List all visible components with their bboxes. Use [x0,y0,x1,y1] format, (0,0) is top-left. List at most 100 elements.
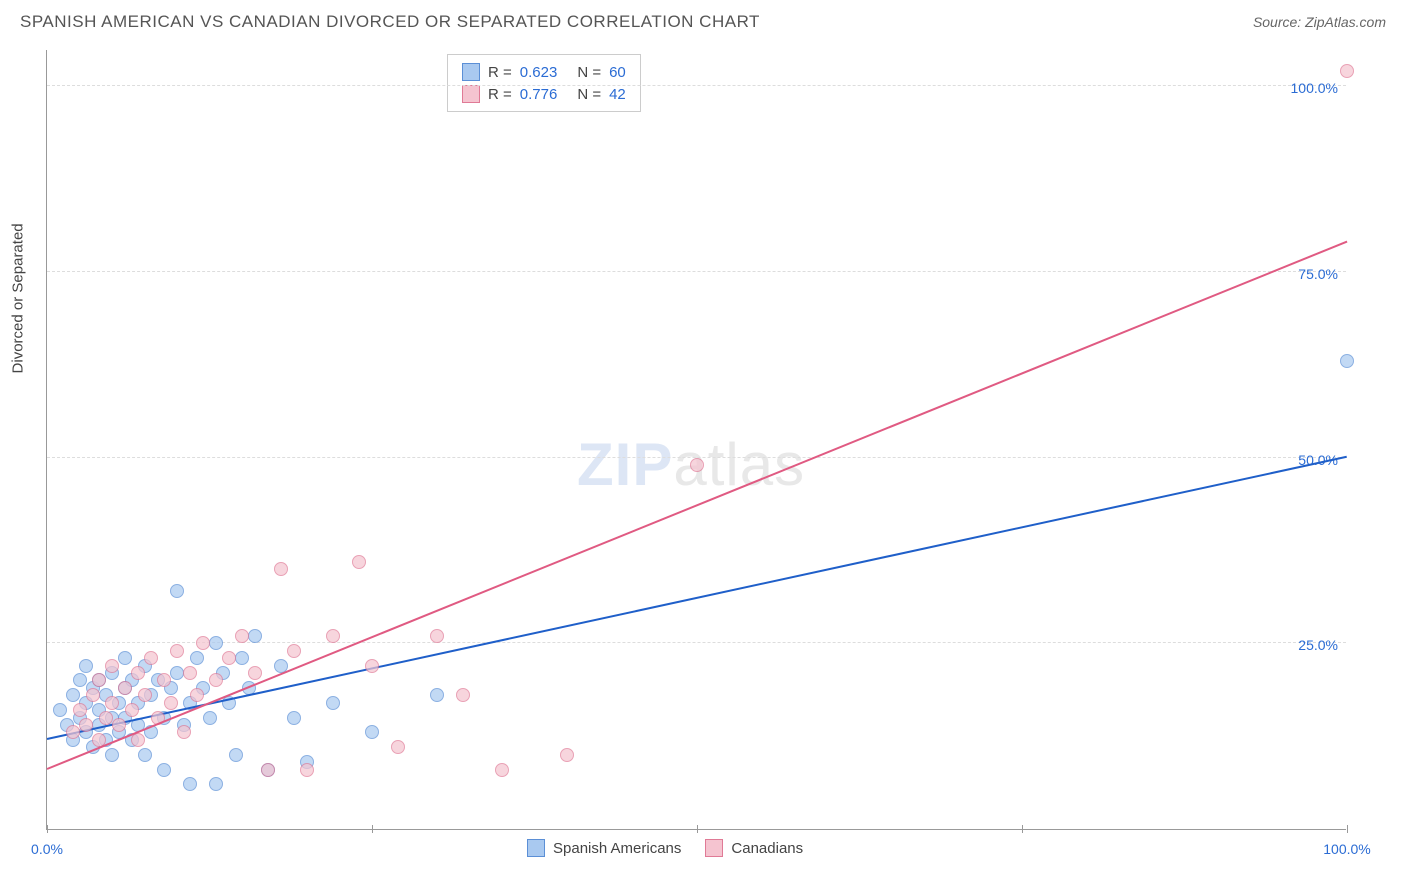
legend-series-item: Canadians [705,839,803,857]
scatter-point [456,688,470,702]
scatter-point [183,777,197,791]
scatter-point [138,688,152,702]
legend-r-value: 0.623 [520,64,558,81]
scatter-point [105,659,119,673]
scatter-point [287,711,301,725]
xtick-mark [1347,825,1348,833]
scatter-point [183,666,197,680]
scatter-point [73,673,87,687]
scatter-point [105,748,119,762]
scatter-point [157,763,171,777]
scatter-point [53,703,67,717]
legend-stats-box: R = 0.623 N = 60 R = 0.776 N = 42 [447,54,641,112]
scatter-point [170,666,184,680]
scatter-point [430,688,444,702]
scatter-point [287,644,301,658]
scatter-point [112,718,126,732]
scatter-point [1340,64,1354,78]
legend-n-label: N = [577,86,601,103]
xtick-mark [697,825,698,833]
legend-swatch [705,839,723,857]
xtick-label: 0.0% [31,841,63,857]
gridline [47,85,1346,86]
scatter-point [66,725,80,739]
scatter-point [86,688,100,702]
scatter-point [190,651,204,665]
scatter-point [79,659,93,673]
scatter-point [118,651,132,665]
scatter-point [190,688,204,702]
scatter-point [365,725,379,739]
scatter-point [690,458,704,472]
legend-swatch [462,63,480,81]
scatter-point [391,740,405,754]
scatter-point [138,748,152,762]
scatter-point [248,629,262,643]
scatter-point [73,703,87,717]
trend-line [47,456,1347,740]
scatter-point [274,562,288,576]
scatter-point [164,696,178,710]
xtick-mark [1022,825,1023,833]
xtick-mark [372,825,373,833]
scatter-point [222,651,236,665]
legend-swatch [462,85,480,103]
legend-series-label: Canadians [731,840,803,857]
legend-n-value: 42 [609,86,626,103]
chart-title: SPANISH AMERICAN VS CANADIAN DIVORCED OR… [20,12,760,32]
legend-r-label: R = [488,86,512,103]
legend-series-box: Spanish Americans Canadians [527,839,803,857]
scatter-point [235,651,249,665]
scatter-point [495,763,509,777]
scatter-point [66,688,80,702]
legend-series-label: Spanish Americans [553,840,681,857]
scatter-point [560,748,574,762]
scatter-point [352,555,366,569]
scatter-point [203,711,217,725]
legend-n-value: 60 [609,64,626,81]
scatter-point [300,763,314,777]
xtick-label: 100.0% [1323,841,1370,857]
scatter-point [229,748,243,762]
scatter-point [209,636,223,650]
legend-r-label: R = [488,64,512,81]
scatter-point [125,703,139,717]
scatter-point [365,659,379,673]
scatter-point [196,636,210,650]
scatter-point [92,673,106,687]
scatter-point [235,629,249,643]
scatter-point [144,651,158,665]
scatter-point [209,673,223,687]
gridline [47,271,1346,272]
scatter-point [248,666,262,680]
scatter-point [209,777,223,791]
scatter-point [157,673,171,687]
legend-n-label: N = [577,64,601,81]
source-label: Source: ZipAtlas.com [1253,14,1386,30]
legend-swatch [527,839,545,857]
chart-plot-area: ZIPatlas R =0.623N =60R =0.776N =42 Span… [46,50,1346,830]
ytick-label: 100.0% [1291,80,1338,96]
xtick-mark [47,825,48,833]
scatter-point [326,629,340,643]
scatter-point [1340,354,1354,368]
scatter-point [430,629,444,643]
scatter-point [118,681,132,695]
legend-stats-row: R = 0.623 N = 60 [462,61,626,83]
scatter-point [79,718,93,732]
scatter-point [177,725,191,739]
legend-r-value: 0.776 [520,86,558,103]
scatter-point [170,584,184,598]
scatter-point [170,644,184,658]
legend-stats-row: R = 0.776 N = 42 [462,83,626,105]
yaxis-title: Divorced or Separated [10,223,27,373]
ytick-label: 75.0% [1298,266,1338,282]
scatter-point [326,696,340,710]
scatter-point [105,696,119,710]
legend-series-item: Spanish Americans [527,839,681,857]
scatter-point [131,666,145,680]
watermark-zip: ZIP [577,431,673,498]
scatter-point [261,763,275,777]
trend-line [47,240,1348,769]
scatter-point [99,711,113,725]
